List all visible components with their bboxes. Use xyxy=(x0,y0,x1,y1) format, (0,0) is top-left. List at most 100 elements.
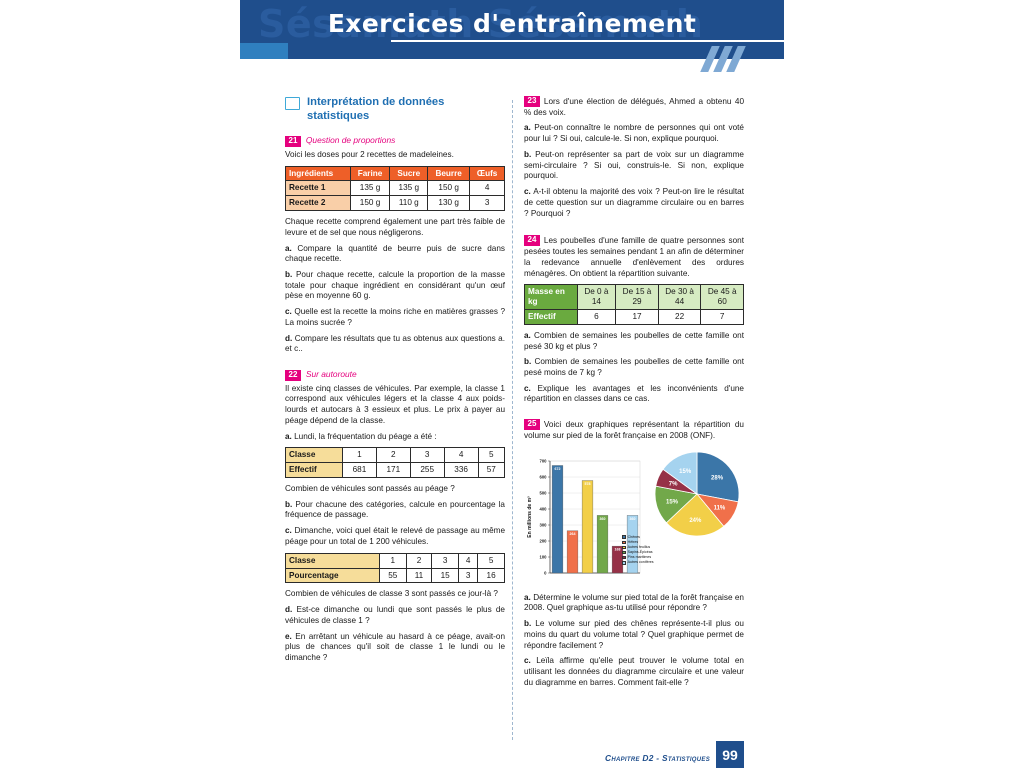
svg-text:28%: 28% xyxy=(711,475,724,481)
cell-pourcentage-5: 16 xyxy=(477,567,505,584)
cell-classe-3: 3 xyxy=(409,447,445,464)
q25-label-b: b. xyxy=(524,619,532,629)
svg-text:300: 300 xyxy=(540,522,548,527)
legend-label: Autres feuillus xyxy=(627,544,651,549)
exercise-23-question-b: b. Peut-on représenter sa part de voix s… xyxy=(524,150,744,182)
q22-label-b: b. xyxy=(285,499,293,509)
cell-classe2-5: 5 xyxy=(477,552,505,569)
exercise-21-header: 21 Question de proportions xyxy=(285,135,505,147)
svg-text:11%: 11% xyxy=(714,505,726,511)
exercise-21-question-d: d. Compare les résultats que tu as obten… xyxy=(285,334,505,355)
svg-text:0: 0 xyxy=(544,570,547,575)
exercise-22-question-a: a. Lundi, la fréquentation du péage a ét… xyxy=(285,432,505,443)
q-label-a: a. xyxy=(285,243,292,253)
checkbox-icon xyxy=(285,97,300,110)
svg-text:264: 264 xyxy=(570,532,576,536)
th-class-45-60: De 45 à 60 xyxy=(700,284,744,310)
svg-text:24%: 24% xyxy=(689,518,702,524)
q25-text-c: Leïla affirme qu'elle peut trouver le vo… xyxy=(524,656,744,687)
q23-text-a: Peut-on connaître le nombre de personnes… xyxy=(524,123,744,144)
exercise-22-question-b: b. Pour chacune des catégories, calcule … xyxy=(285,500,505,521)
cell-waste-effectif-2: 17 xyxy=(615,308,659,325)
svg-text:700: 700 xyxy=(540,458,548,463)
q24-text-c: Explique les avantages et les inconvénie… xyxy=(524,383,744,404)
svg-text:672: 672 xyxy=(555,467,561,471)
cell-recette2-label: Recette 2 xyxy=(285,195,351,212)
q25-label-c: c. xyxy=(524,656,531,666)
cell-classe2-label: Classe xyxy=(285,552,380,569)
exercise-22: 22 Sur autoroute Il existe cinq classes … xyxy=(285,369,506,664)
svg-text:500: 500 xyxy=(540,490,548,495)
q24-label-b: b. xyxy=(524,357,532,367)
table-row: Classe 1 2 3 4 5 xyxy=(285,552,505,569)
exercise-24-intro: Les poubelles d'une famille de quatre pe… xyxy=(524,236,744,278)
q23-label-c: c. xyxy=(524,187,531,197)
q22-label-d: d. xyxy=(285,605,293,615)
cell-pourcentage-3: 15 xyxy=(431,567,460,584)
banner-slashes-icon xyxy=(700,46,752,72)
chart-legend: Chênes Hêtres Autres feuillus Sapins-Épicéa… xyxy=(622,535,654,566)
exercise-21-intro: Voici les doses pour 2 recettes de madel… xyxy=(285,149,454,159)
legend-label: Chênes xyxy=(627,534,640,539)
legend-swatch-icon xyxy=(622,545,626,550)
q22-label-a: a. xyxy=(285,431,292,441)
cell-recette1-farine: 135 g xyxy=(349,180,391,197)
q-text-a: Compare la quantité de beurre puis de su… xyxy=(285,243,505,264)
exercise-22-question-d: d. Est-ce dimanche ou lundi que sont pas… xyxy=(285,605,505,626)
cell-effectif-label: Effectif xyxy=(285,462,343,479)
cell-effectif-4: 336 xyxy=(443,462,479,479)
cell-waste-effectif-4: 7 xyxy=(700,308,744,325)
exercise-22-question-c: c. Dimanche, voici quel était le relevé … xyxy=(285,526,505,547)
legend-label: Autres conifères xyxy=(627,560,654,565)
table-header-row: Ingrédients Farine Sucre Beurre Œufs xyxy=(285,165,505,182)
cell-recette1-sucre: 135 g xyxy=(389,180,429,197)
cell-effectif-1: 681 xyxy=(341,462,377,479)
table-row: Effectif 681 171 255 336 57 xyxy=(285,462,506,479)
cell-waste-effectif-label: Effectif xyxy=(524,308,578,325)
exercise-23: 23 Lors d'une élection de délégués, Ahmed… xyxy=(524,96,744,219)
cell-classe-2: 2 xyxy=(375,447,411,464)
q23-label-a: a. xyxy=(524,123,531,133)
cell-recette2-farine: 150 g xyxy=(349,195,391,212)
svg-text:En millions de m³: En millions de m³ xyxy=(527,496,533,538)
legend-swatch-icon xyxy=(622,560,626,565)
q22-label-c: c. xyxy=(285,526,292,536)
svg-text:600: 600 xyxy=(540,474,548,479)
pie-chart: 28% 11% 24% 15% 7% 15% xyxy=(654,451,740,537)
cell-recette1-label: Recette 1 xyxy=(285,180,351,197)
charts-figure: 0 100 200 300 400 500 600 700 672 264 578 360 168 360… xyxy=(524,447,744,587)
svg-text:360: 360 xyxy=(600,516,606,520)
svg-text:360: 360 xyxy=(630,516,636,520)
exercise-25: 25 Voici deux graphiques représentant la … xyxy=(524,419,744,688)
th-class-15-29: De 15 à 29 xyxy=(615,284,659,310)
cell-classe-5: 5 xyxy=(477,447,506,464)
svg-text:15%: 15% xyxy=(666,499,679,505)
cell-classe2-3: 3 xyxy=(431,552,460,569)
exercise-24-question-c: c. Explique les avantages et les inconvé… xyxy=(524,384,744,405)
exercise-23-intro-line: 23 Lors d'une élection de délégués, Ahmed… xyxy=(524,96,744,118)
svg-text:200: 200 xyxy=(540,538,548,543)
q22-text-d: Est-ce dimanche ou lundi que sont passés… xyxy=(285,605,505,625)
legend-item: Pins maritimes xyxy=(622,555,654,560)
q25-label-a: a. xyxy=(524,592,531,602)
legend-item: Autres conifères xyxy=(622,560,654,565)
exercise-23-number: 23 xyxy=(524,96,540,107)
legend-item: Sapins-Épicéas xyxy=(622,550,654,555)
exercise-24-intro-line: 24 Les poubelles d'une famille de quatre … xyxy=(524,235,744,279)
cell-recette1-oeufs: 4 xyxy=(469,180,505,197)
q22-text-a: Lundi, la fréquentation du péage a été : xyxy=(294,431,437,441)
page-footer: Chapitre D2 - Statistiques 99 xyxy=(524,741,744,768)
cell-classe2-4: 4 xyxy=(458,552,479,569)
table-header-row: Masse en kg De 0 à 14 De 15 à 29 De 30 à… xyxy=(524,284,744,310)
cell-recette1-beurre: 150 g xyxy=(427,180,471,197)
title-underline xyxy=(391,40,784,42)
cell-waste-effectif-1: 6 xyxy=(576,308,617,325)
legend-item: Autres feuillus xyxy=(622,545,654,550)
toll-monday-table: Classe 1 2 3 4 5 Effectif 681 171 255 33… xyxy=(285,447,506,479)
th-sucre: Sucre xyxy=(389,165,429,182)
table-row: Pourcentage 55 11 15 3 16 xyxy=(285,567,505,584)
exercise-22-after-a: Combien de véhicules sont passés au péag… xyxy=(285,484,455,494)
th-ingredients: Ingrédients xyxy=(285,165,351,182)
bar-chart: 0 100 200 300 400 500 600 700 672 264 578 360 168 360… xyxy=(527,458,641,575)
